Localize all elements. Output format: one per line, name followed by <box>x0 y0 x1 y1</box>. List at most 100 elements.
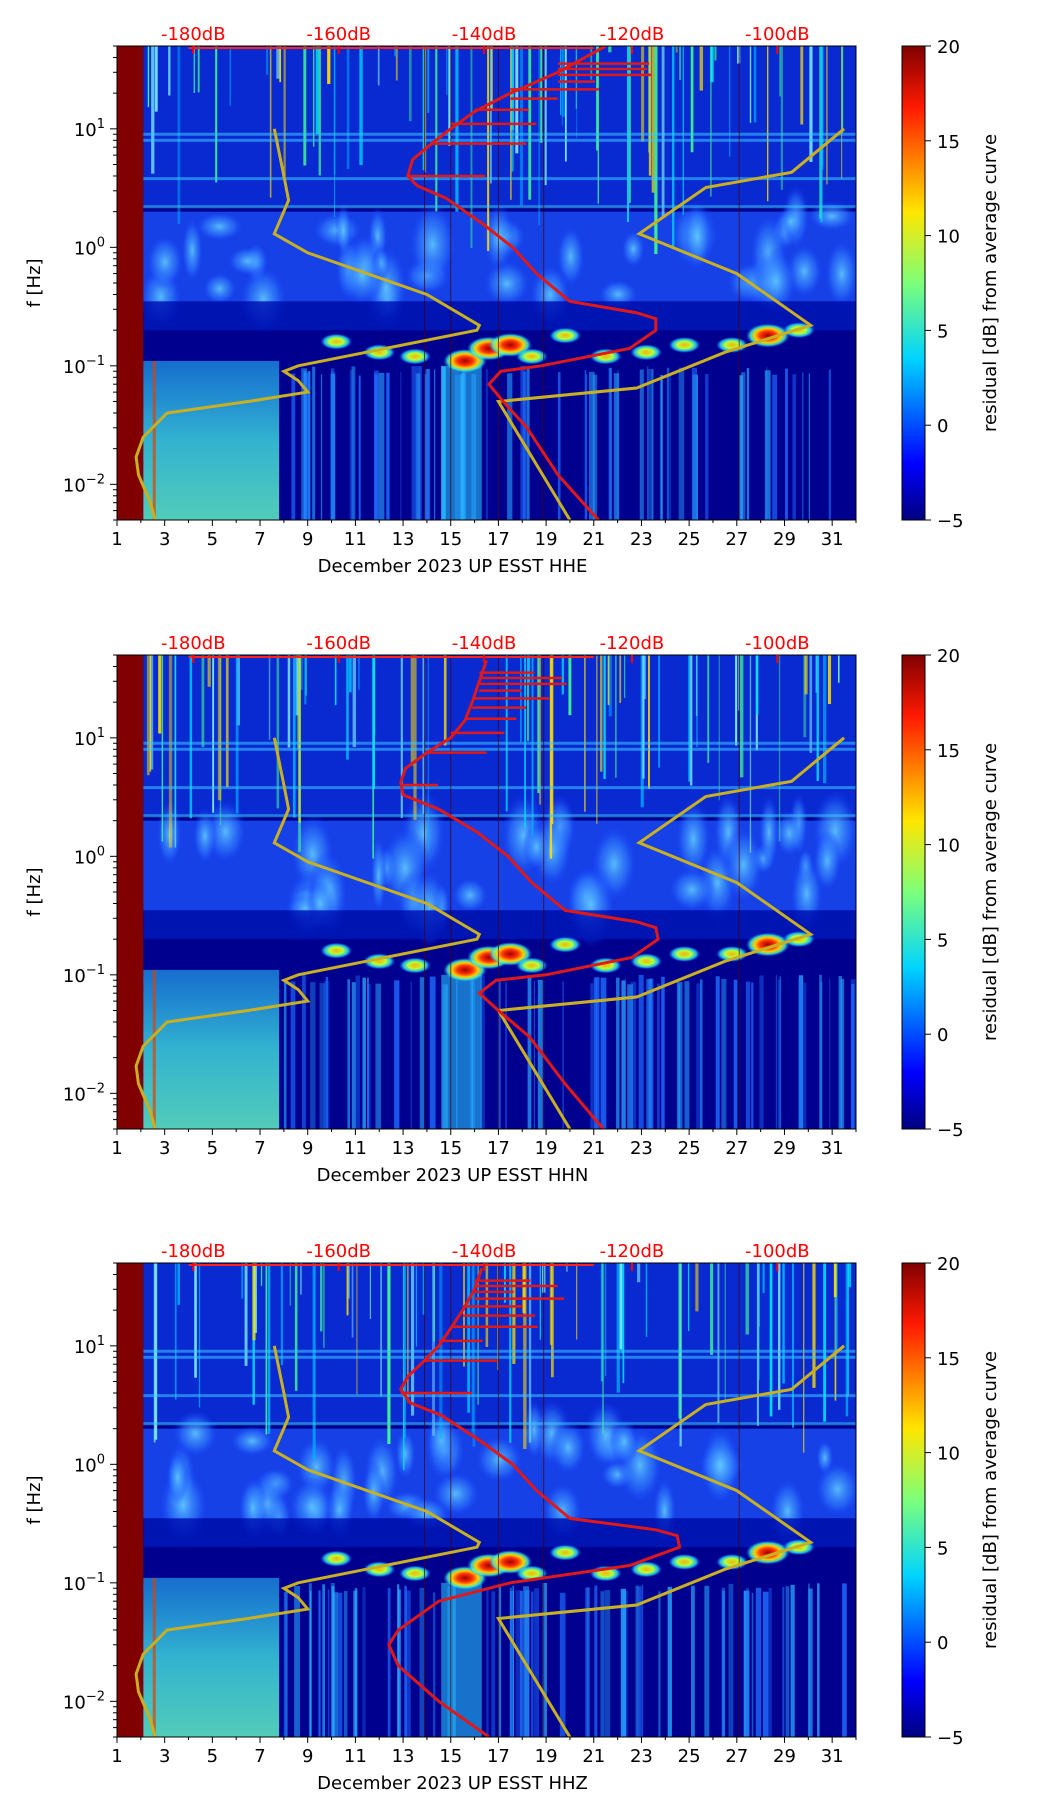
transient-stripe <box>654 46 658 255</box>
x-tick-label: 29 <box>773 1138 796 1159</box>
x-tick-label: 5 <box>207 1138 218 1159</box>
transient-stripe <box>298 655 301 823</box>
transient-stripe <box>608 655 612 717</box>
low-freq-stripe <box>745 981 751 1129</box>
colorbar-tick-label: 5 <box>937 321 948 342</box>
low-freq-stripe <box>505 982 507 1129</box>
db-tick-label: -160dB <box>306 24 371 45</box>
x-tick-label: 17 <box>487 1138 510 1159</box>
low-freq-stripe <box>302 975 306 1129</box>
low-freq-stripe <box>800 982 807 1129</box>
low-freq-stripe <box>378 372 385 520</box>
low-freq-stripe <box>666 367 670 520</box>
transient-stripe <box>252 1263 256 1341</box>
transient-stripe <box>539 655 541 805</box>
transient-stripe <box>149 655 152 772</box>
transient-stripe <box>194 1263 197 1378</box>
x-tick-label: 19 <box>535 1138 558 1159</box>
x-tick-label: 19 <box>535 1746 558 1767</box>
harmonic-line <box>143 747 856 751</box>
colorbar-label: residual [dB] from average curve <box>980 743 1001 1041</box>
transient-stripe <box>193 46 196 93</box>
low-freq-stripe <box>785 1586 790 1737</box>
low-freq-stripe <box>772 374 778 520</box>
low-freq-stripe <box>657 983 660 1129</box>
low-freq-stripe <box>533 981 536 1129</box>
low-freq-stripe <box>343 1591 348 1737</box>
colorbar-tick-label: −5 <box>937 511 964 532</box>
x-axis-label: December 2023 UP ESST HHE <box>318 556 588 577</box>
low-freq-stripe <box>733 979 738 1129</box>
transient-stripe <box>604 1263 607 1376</box>
transient-stripe <box>687 1263 690 1331</box>
low-freq-stripe <box>351 366 356 520</box>
noise-patch <box>451 876 489 914</box>
transient-stripe <box>782 1263 785 1384</box>
colorbar-tick-label: 0 <box>937 416 948 437</box>
transient-stripe <box>575 46 578 109</box>
transient-stripe <box>608 46 612 53</box>
low-freq-stripe <box>768 1587 772 1737</box>
low-freq-stripe <box>432 1592 436 1737</box>
transient-stripe <box>394 46 397 57</box>
low-freq-stripe <box>498 1585 502 1737</box>
y-tick-label: 10−1 <box>63 963 105 987</box>
low-freq-stripe <box>808 373 810 520</box>
transient-stripe <box>841 46 843 180</box>
x-tick-label: 7 <box>254 1746 265 1767</box>
transient-stripe <box>661 46 665 217</box>
low-freq-stripe <box>304 373 309 520</box>
transient-stripe <box>415 1263 417 1347</box>
db-tick-label: -160dB <box>306 1241 371 1262</box>
y-tick-label: 100 <box>74 235 105 259</box>
transient-stripe <box>177 1263 181 1305</box>
transient-stripe <box>168 655 173 848</box>
low-freq-stripe <box>777 979 781 1129</box>
low-freq-stripe <box>333 1592 339 1737</box>
transient-stripe <box>699 46 704 91</box>
low-freq-stripe <box>704 1585 710 1737</box>
low-freq-stripe <box>497 978 501 1129</box>
transient-stripe <box>749 655 752 853</box>
low-freq-stripe <box>426 369 430 520</box>
y-axis-label: f [Hz] <box>24 258 45 307</box>
transient-stripe <box>265 1263 268 1435</box>
transient-stripe <box>519 46 524 206</box>
transient-stripe <box>777 1263 781 1410</box>
transient-stripe <box>745 1263 749 1335</box>
low-freq-stripe <box>838 975 842 1129</box>
transient-stripe <box>753 46 757 123</box>
transient-stripe <box>710 1263 714 1355</box>
transient-stripe <box>280 1263 283 1366</box>
low-freq-stripe <box>658 1591 661 1737</box>
low-freq-column <box>441 974 482 1129</box>
transient-stripe <box>422 46 426 171</box>
low-freq-block <box>143 360 280 520</box>
transient-stripe <box>827 655 832 705</box>
low-freq-stripe <box>331 1586 335 1737</box>
noise-patch <box>194 211 245 242</box>
harmonic-line <box>143 1349 856 1353</box>
transient-stripe <box>527 655 531 683</box>
transient-stripe <box>816 655 819 781</box>
low-freq-stripe <box>398 1589 401 1737</box>
transient-stripe <box>408 46 412 122</box>
harmonic-line <box>143 1422 856 1426</box>
transient-stripe <box>334 46 336 218</box>
transient-stripe <box>320 1263 323 1332</box>
low-freq-stripe <box>307 371 311 520</box>
low-freq-stripe <box>782 1586 785 1737</box>
transient-stripe <box>524 655 526 828</box>
low-freq-stripe <box>405 1590 411 1737</box>
transient-stripe <box>413 655 417 820</box>
spectrogram <box>117 1263 856 1737</box>
transient-stripe <box>299 655 303 690</box>
db-tick-label: -160dB <box>306 633 371 654</box>
low-freq-stripe <box>728 1583 734 1737</box>
x-tick-label: 27 <box>725 529 748 550</box>
transient-stripe <box>845 1263 849 1417</box>
x-tick-label: 15 <box>439 1138 462 1159</box>
transient-stripe <box>833 1263 837 1298</box>
noise-patch <box>145 234 185 290</box>
low-freq-stripe <box>678 367 685 520</box>
